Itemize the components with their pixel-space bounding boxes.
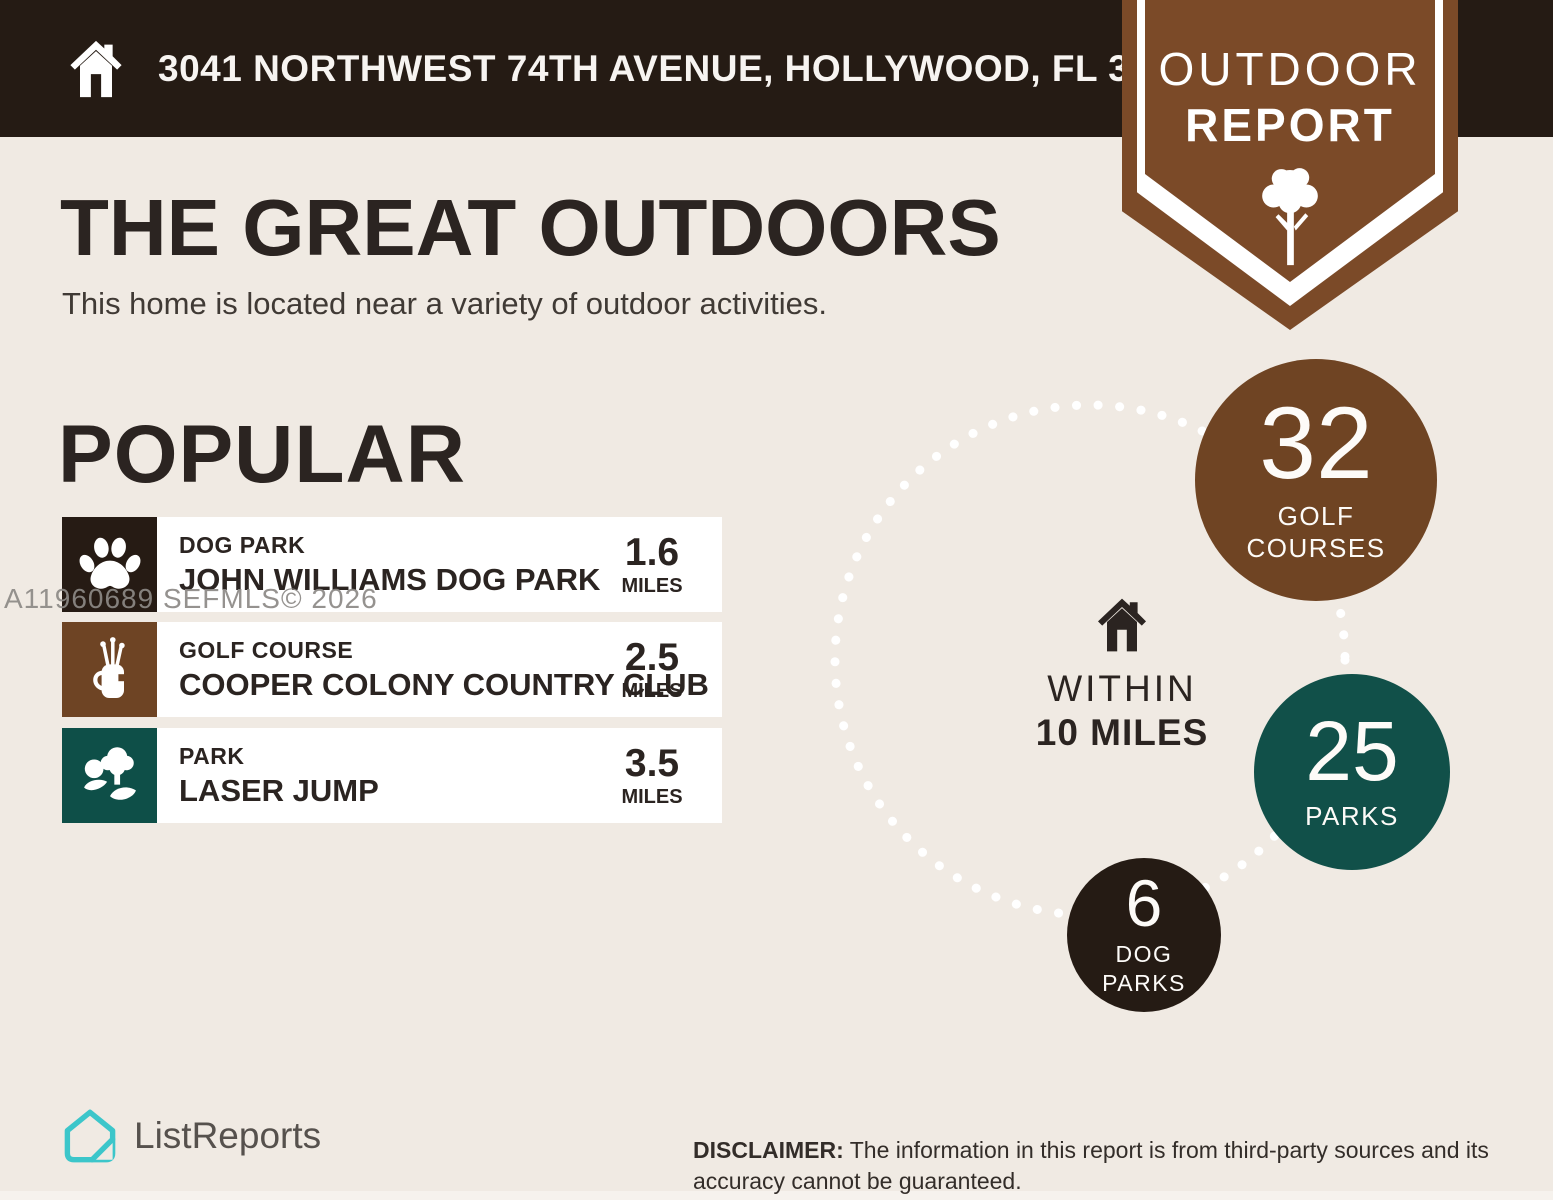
page-subtitle: This home is located near a variety of o… <box>62 286 828 321</box>
listreports-brand-name: ListReports <box>134 1115 322 1156</box>
parks-label: PARKS <box>1305 800 1399 831</box>
list-item-name: LASER JUMP <box>179 772 379 808</box>
list-item-distance: 3.5 <box>624 742 680 785</box>
bottom-edge-strip <box>0 1191 1553 1200</box>
golf-label-line1: GOLF <box>1277 500 1355 531</box>
list-item-icon-tile <box>62 728 157 823</box>
stat-circle-parks: 25 PARKS <box>1254 674 1450 870</box>
disclaimer-label: DISCLAIMER: <box>693 1137 844 1163</box>
golf-label-line2: COURSES <box>1246 533 1386 564</box>
stat-circle-golf-courses: 32 GOLF COURSES <box>1195 359 1437 601</box>
golf-bag-icon <box>92 636 125 698</box>
house-icon <box>1098 598 1146 652</box>
list-item-category: DOG PARK <box>179 531 306 558</box>
list-item-icon-tile <box>62 622 157 717</box>
golf-courses-label: GOLF COURSES <box>1246 500 1385 565</box>
within-radius-label: WITHIN 10 MILES <box>1002 592 1242 754</box>
tree-icon <box>1262 168 1318 266</box>
disclaimer-body: The information in this report is from t… <box>693 1137 1489 1194</box>
list-item-name: JOHN WILLIAMS DOG PARK <box>179 561 601 597</box>
list-item-golf-course: GOLF COURSE COOPER COLONY COUNTRY CLUB 2… <box>62 622 722 717</box>
property-address: 3041 NORTHWEST 74TH AVENUE, HOLLYWOOD, F… <box>158 47 1214 89</box>
list-item-distance-unit: MILES <box>621 786 683 808</box>
golf-courses-count: 32 <box>1259 386 1373 501</box>
list-item-dog-park: DOG PARK JOHN WILLIAMS DOG PARK 1.6 MILE… <box>62 517 722 612</box>
list-item-distance: 1.6 <box>624 531 680 574</box>
mls-watermark: A11960689 SEFMLS© 2026 <box>4 583 378 614</box>
paw-icon <box>79 537 140 589</box>
list-item-distance-unit: MILES <box>621 680 683 702</box>
list-item-name: COOPER COLONY COUNTRY CLUB <box>179 666 709 702</box>
listreports-logo-icon <box>64 1109 116 1163</box>
badge-title-line2: REPORT <box>1185 99 1395 151</box>
disclaimer-text: DISCLAIMER: The information in this repo… <box>693 1135 1493 1197</box>
stat-circle-dog-parks: 6 DOG PARKS <box>1067 858 1221 1012</box>
listreports-brand: ListReports <box>62 1108 321 1164</box>
popular-heading: POPULAR <box>58 409 466 500</box>
list-item-distance: 2.5 <box>624 636 680 679</box>
list-item-category: PARK <box>179 742 245 769</box>
park-icon <box>83 746 136 800</box>
badge-title-line1: OUTDOOR <box>1158 43 1422 95</box>
list-item-icon-tile <box>62 517 157 612</box>
page-title: THE GREAT OUTDOORS <box>60 183 1001 272</box>
outdoor-report-badge: OUTDOOR REPORT <box>1122 0 1458 330</box>
dog-parks-label: DOG PARKS <box>1102 940 1186 998</box>
dog-parks-count: 6 <box>1125 866 1163 941</box>
dog-label-line1: DOG <box>1115 941 1173 968</box>
house-icon <box>70 40 122 98</box>
within-label: WITHIN <box>1047 668 1197 709</box>
list-item-park: PARK LASER JUMP 3.5 MILES <box>62 728 722 823</box>
list-item-category: GOLF COURSE <box>179 636 354 663</box>
list-item-distance-unit: MILES <box>621 575 683 597</box>
dog-label-line2: PARKS <box>1102 969 1186 996</box>
within-value: 10 MILES <box>1035 712 1209 753</box>
parks-count: 25 <box>1305 703 1399 798</box>
